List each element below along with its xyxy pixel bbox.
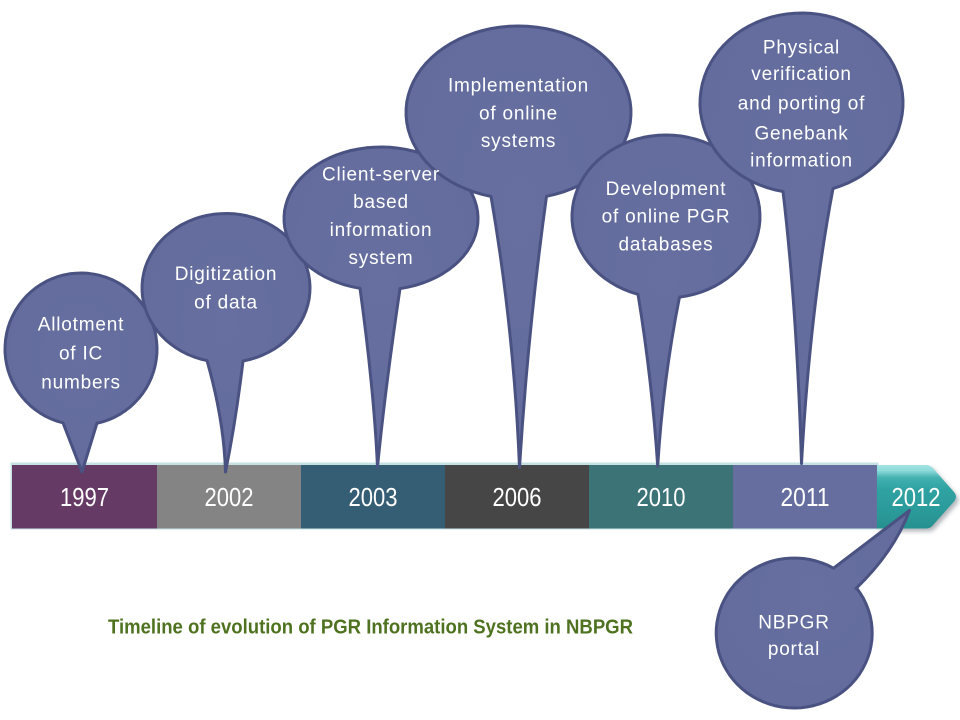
svg-text:of online PGR: of online PGR <box>602 207 731 228</box>
svg-text:Development: Development <box>606 179 727 200</box>
svg-text:systems: systems <box>481 131 556 152</box>
svg-text:2003: 2003 <box>349 482 398 512</box>
svg-text:and porting of: and porting of <box>738 94 865 115</box>
svg-text:2010: 2010 <box>637 482 686 512</box>
svg-text:Physical: Physical <box>763 38 840 59</box>
svg-text:databases: databases <box>619 235 714 256</box>
svg-text:Digitization: Digitization <box>175 264 278 285</box>
svg-text:Allotment: Allotment <box>38 315 124 336</box>
svg-text:of data: of data <box>194 293 258 314</box>
svg-text:of online: of online <box>479 104 558 125</box>
svg-text:2006: 2006 <box>493 482 542 512</box>
svg-text:information: information <box>750 151 853 172</box>
svg-text:2012: 2012 <box>892 482 941 512</box>
svg-text:Implementation: Implementation <box>448 76 589 97</box>
svg-text:Genebank: Genebank <box>754 124 848 145</box>
svg-text:system: system <box>349 248 414 269</box>
svg-text:portal: portal <box>768 639 820 660</box>
svg-text:Timeline of evolution of PGR I: Timeline of evolution of PGR Information… <box>108 617 634 639</box>
svg-text:based: based <box>353 192 409 213</box>
svg-text:Client-server: Client-server <box>322 165 440 186</box>
svg-text:1997: 1997 <box>60 482 109 512</box>
svg-text:2002: 2002 <box>205 482 254 512</box>
svg-text:verification: verification <box>751 64 851 85</box>
svg-text:numbers: numbers <box>41 373 121 394</box>
svg-text:NBPGR: NBPGR <box>758 613 830 634</box>
svg-text:of IC: of IC <box>59 344 103 365</box>
svg-text:2011: 2011 <box>781 482 830 512</box>
svg-text:information: information <box>330 220 433 241</box>
